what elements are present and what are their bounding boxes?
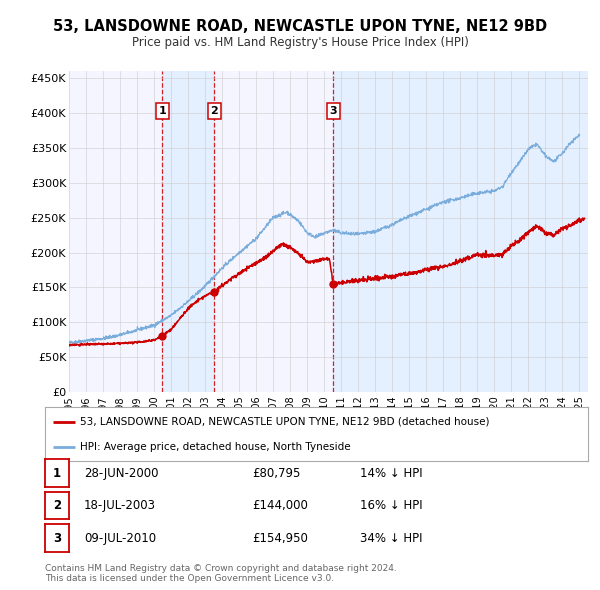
Text: 14% ↓ HPI: 14% ↓ HPI bbox=[360, 467, 422, 480]
Text: 1: 1 bbox=[53, 467, 61, 480]
Text: 2: 2 bbox=[53, 499, 61, 512]
Text: 3: 3 bbox=[329, 106, 337, 116]
Text: 3: 3 bbox=[53, 532, 61, 545]
Text: £80,795: £80,795 bbox=[252, 467, 301, 480]
Text: 2: 2 bbox=[211, 106, 218, 116]
Bar bbox=[163, 71, 214, 392]
Text: 34% ↓ HPI: 34% ↓ HPI bbox=[360, 532, 422, 545]
Text: £154,950: £154,950 bbox=[252, 532, 308, 545]
Bar bbox=[333, 71, 588, 392]
Text: Price paid vs. HM Land Registry's House Price Index (HPI): Price paid vs. HM Land Registry's House … bbox=[131, 36, 469, 49]
Text: 18-JUL-2003: 18-JUL-2003 bbox=[84, 499, 156, 512]
Text: Contains HM Land Registry data © Crown copyright and database right 2024.
This d: Contains HM Land Registry data © Crown c… bbox=[45, 563, 397, 583]
Text: 16% ↓ HPI: 16% ↓ HPI bbox=[360, 499, 422, 512]
Text: 53, LANSDOWNE ROAD, NEWCASTLE UPON TYNE, NE12 9BD (detached house): 53, LANSDOWNE ROAD, NEWCASTLE UPON TYNE,… bbox=[80, 417, 490, 427]
Text: HPI: Average price, detached house, North Tyneside: HPI: Average price, detached house, Nort… bbox=[80, 442, 351, 452]
Text: £144,000: £144,000 bbox=[252, 499, 308, 512]
Text: 53, LANSDOWNE ROAD, NEWCASTLE UPON TYNE, NE12 9BD: 53, LANSDOWNE ROAD, NEWCASTLE UPON TYNE,… bbox=[53, 19, 547, 34]
Text: 28-JUN-2000: 28-JUN-2000 bbox=[84, 467, 158, 480]
Text: 1: 1 bbox=[158, 106, 166, 116]
Text: 09-JUL-2010: 09-JUL-2010 bbox=[84, 532, 156, 545]
